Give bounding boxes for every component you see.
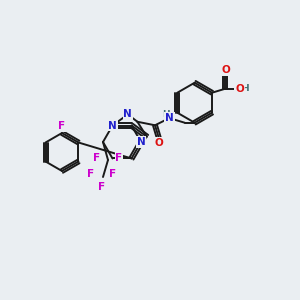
Text: H: H (163, 110, 170, 118)
Text: H: H (242, 84, 249, 93)
Text: O: O (155, 138, 164, 148)
Text: N: N (165, 113, 174, 123)
Text: F: F (87, 169, 94, 179)
Text: F: F (116, 153, 123, 163)
Text: O: O (221, 65, 230, 75)
Text: N: N (124, 110, 132, 119)
Text: F: F (98, 182, 106, 192)
Text: F: F (93, 153, 100, 163)
Text: O: O (235, 84, 244, 94)
Text: N: N (108, 121, 117, 130)
Text: F: F (58, 121, 66, 131)
Text: N: N (136, 137, 146, 147)
Text: F: F (110, 169, 117, 179)
